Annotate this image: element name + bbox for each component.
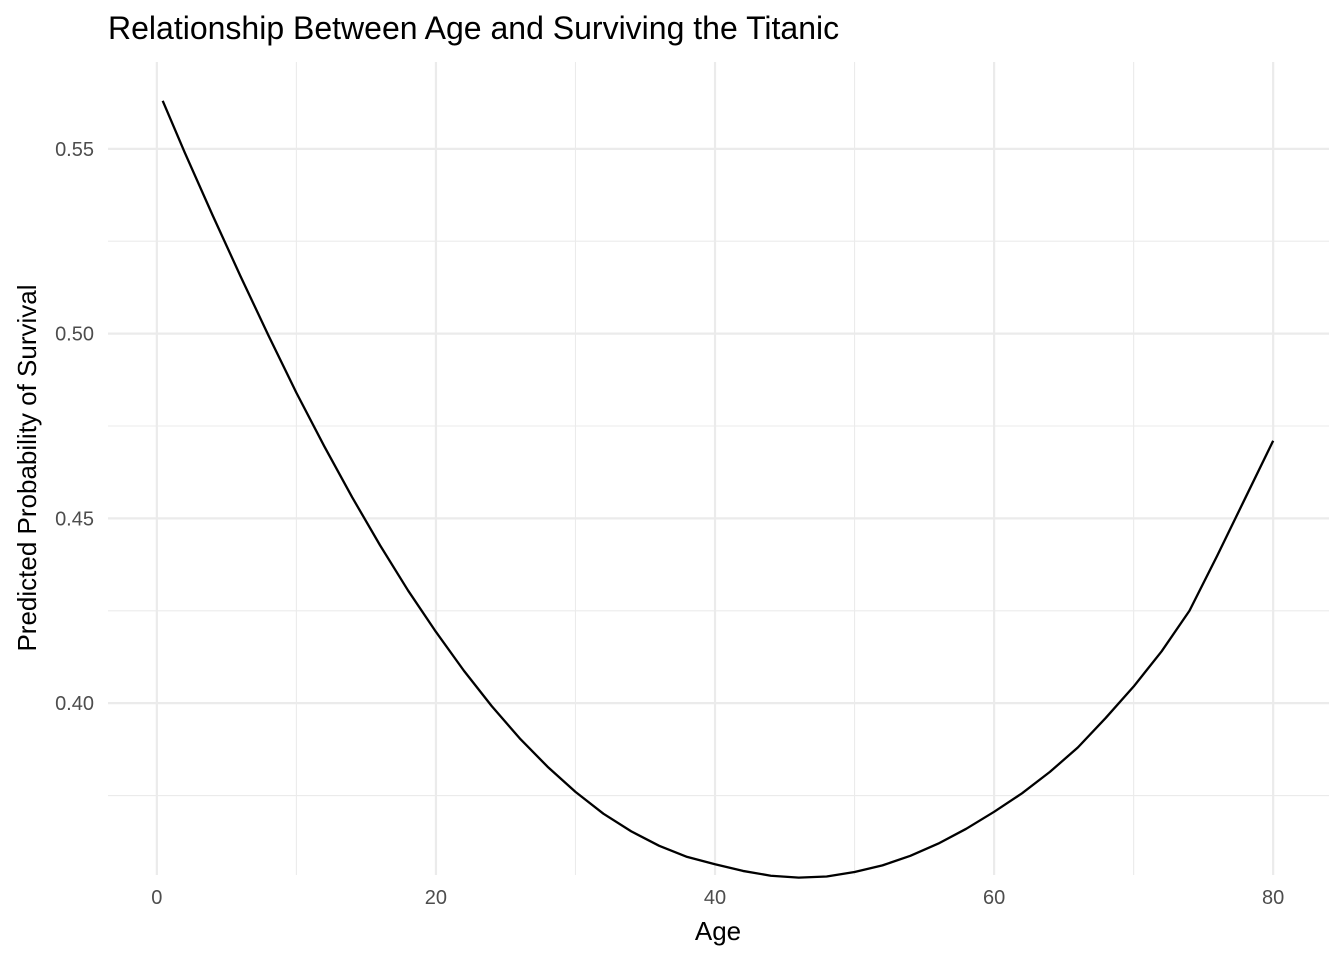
chart-title: Relationship Between Age and Surviving t… [108,10,839,46]
x-axis-title: Age [695,916,741,946]
major-gridlines [108,62,1329,875]
y-axis-tick-labels: 0.40 0.45 0.50 0.55 [55,139,94,715]
y-tick-label: 0.45 [55,508,94,530]
y-axis-title: Predicted Probability of Survival [12,284,42,651]
x-axis-tick-labels: 0 20 40 60 80 [151,887,1284,909]
minor-gridlines [108,62,1329,875]
x-tick-label: 60 [983,887,1005,909]
survival-probability-line [161,100,1275,879]
x-tick-label: 20 [425,887,447,909]
x-tick-label: 0 [151,887,162,909]
y-tick-label: 0.40 [55,693,94,715]
x-tick-label: 40 [704,887,726,909]
y-tick-label: 0.50 [55,324,94,346]
series-layer [161,100,1275,879]
x-tick-label: 80 [1262,887,1284,909]
y-tick-label: 0.55 [55,139,94,161]
